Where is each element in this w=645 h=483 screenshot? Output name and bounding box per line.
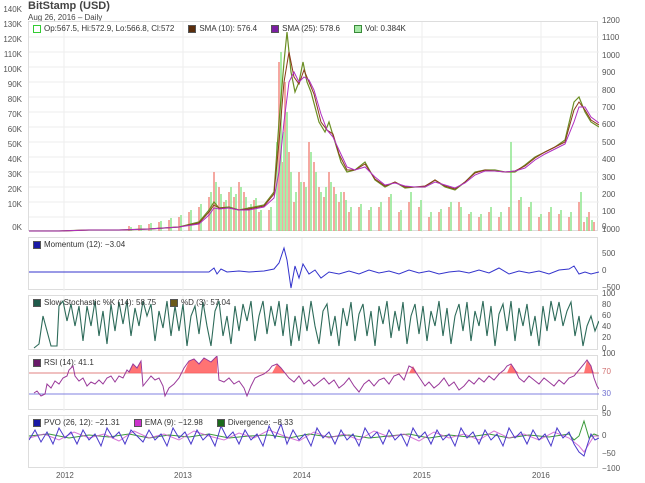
rsi-panel[interactable]: RSI (14): 41.1	[28, 355, 599, 411]
stochastic-chart	[33, 296, 599, 351]
momentum-chart	[29, 238, 599, 291]
chart-title: BitStamp (USD)	[28, 0, 110, 12]
rsi-chart	[29, 356, 599, 411]
pvo-legend: PVO (26, 12): −21.31 EMA (9): −12.98 Div…	[33, 418, 293, 427]
legend-sma25: SMA (25): 578.6	[271, 24, 340, 33]
stochastic-legend: Slow Stochastic %K (14): 58.75 %D (3): 5…	[33, 298, 230, 307]
momentum-panel[interactable]: Momentum (12): −3.04	[28, 237, 599, 291]
stochastic-panel[interactable]: Slow Stochastic %K (14): 58.75 %D (3): 5…	[28, 295, 599, 351]
momentum-legend: Momentum (12): −3.04	[33, 240, 125, 249]
sma25-line	[29, 70, 599, 232]
chart-subtitle: Aug 26, 2016 – Daily	[28, 13, 103, 22]
pvo-chart	[29, 416, 599, 469]
rsi-legend: RSI (14): 41.1	[33, 358, 94, 367]
pvo-panel[interactable]: PVO (26, 12): −21.31 EMA (9): −12.98 Div…	[28, 415, 599, 469]
legend-volume: Vol: 0.384K	[353, 24, 406, 33]
price-chart	[29, 22, 599, 232]
price-panel[interactable]: Op:567.5, Hi:572.9, Lo:566.8, Cl:572 SMA…	[28, 21, 599, 232]
legend-ohlc: Op:567.5, Hi:572.9, Lo:566.8, Cl:572	[33, 24, 174, 33]
price-legend: Op:567.5, Hi:572.9, Lo:566.8, Cl:572 SMA…	[33, 24, 406, 33]
sma10-line	[29, 51, 599, 232]
legend-sma10: SMA (10): 576.4	[188, 24, 257, 33]
